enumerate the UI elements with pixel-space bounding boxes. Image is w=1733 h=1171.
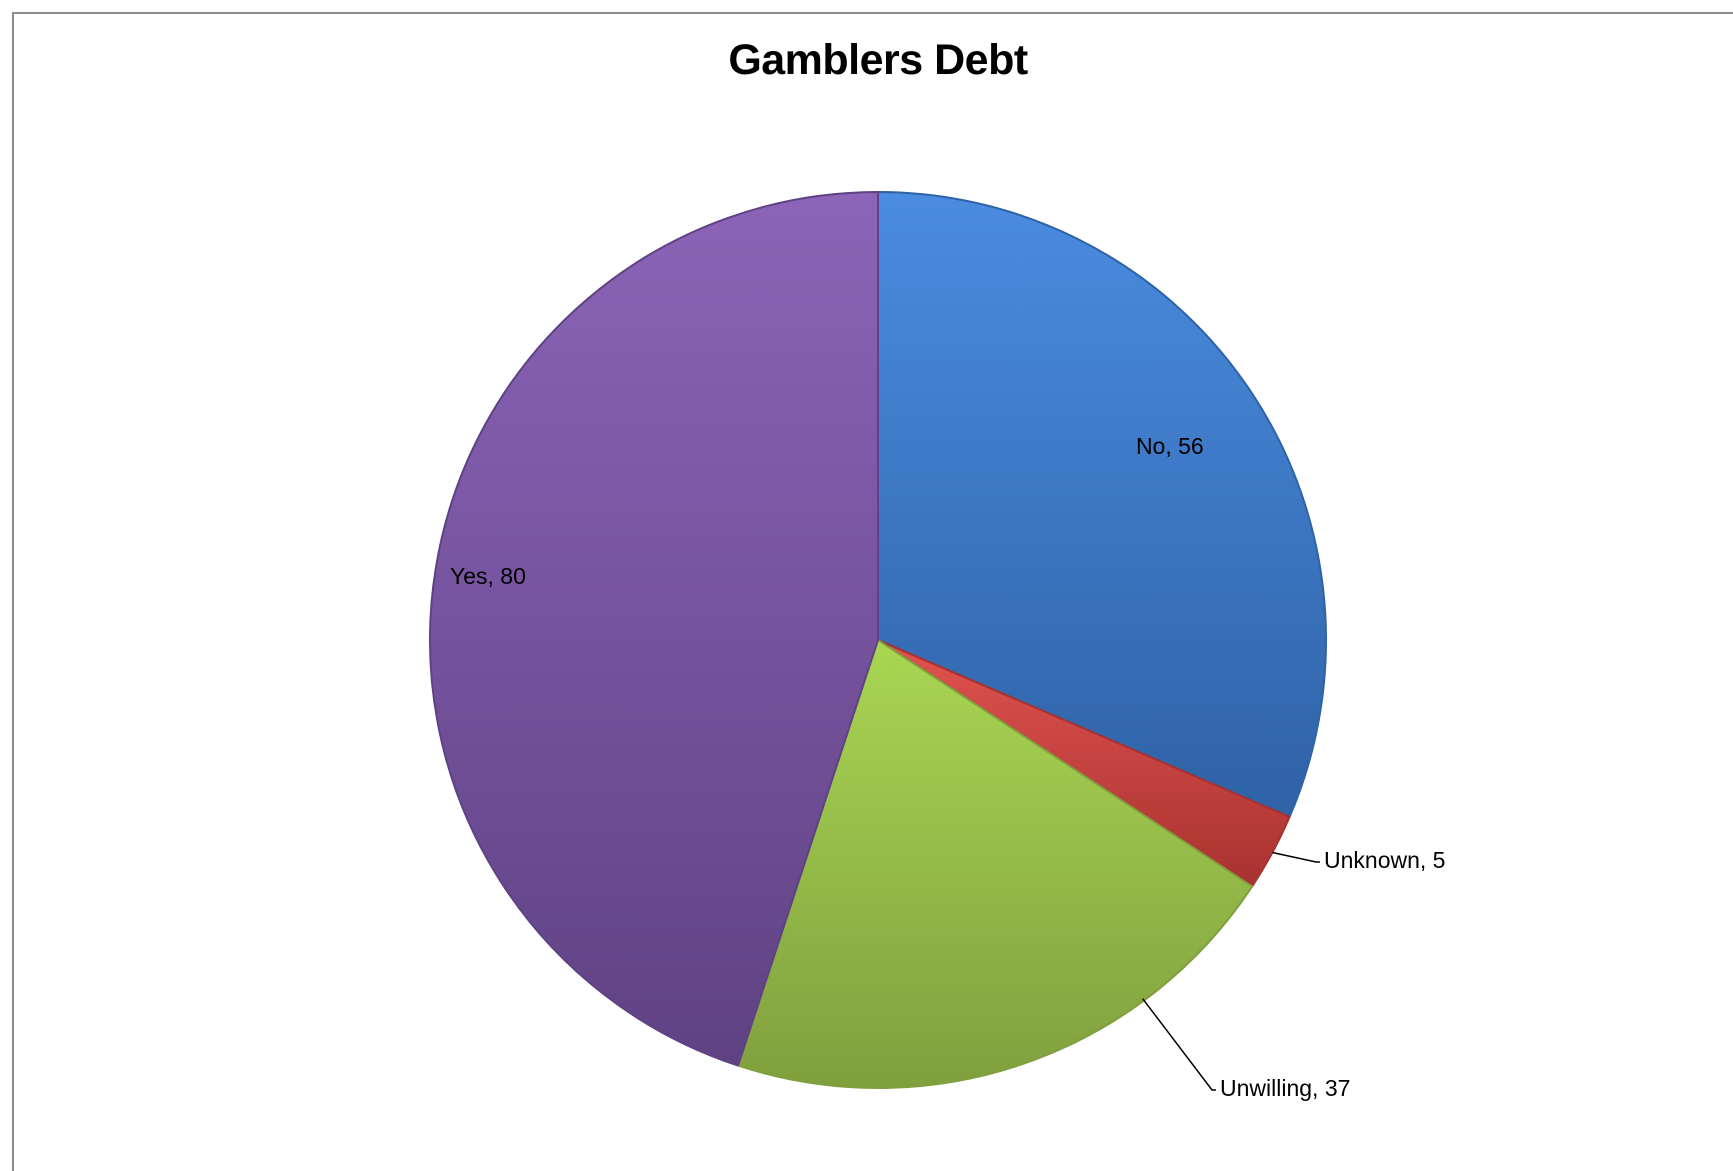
pie-slice-yes (429, 191, 879, 1067)
pie-slice-unwilling (737, 639, 1254, 1089)
data-label-unknown: Unknown, 5 (1324, 847, 1445, 873)
data-label-no: No, 56 (1136, 433, 1204, 459)
data-label-unwilling: Unwilling, 37 (1220, 1075, 1350, 1101)
data-label-yes: Yes, 80 (450, 563, 526, 589)
leader-line-unknown (1272, 851, 1320, 863)
leader-line-unwilling (1142, 998, 1216, 1091)
chart-title: Gamblers Debt (728, 36, 1028, 84)
pie-slice-no (877, 191, 1327, 818)
